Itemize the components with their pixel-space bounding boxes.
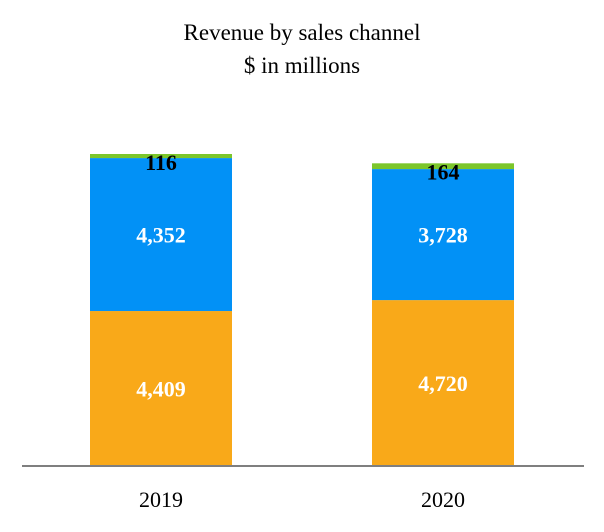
bar-segment-2020-s2 <box>372 169 514 301</box>
data-label-2020-s3: 164 <box>427 159 460 184</box>
data-label-2020-s1: 4,720 <box>418 371 468 396</box>
bar-segment-2019-s1 <box>90 311 232 466</box>
data-labels-group: 4,409 4,352 116 4,720 3,728 164 <box>136 150 468 402</box>
data-label-2019-s2: 4,352 <box>136 223 186 248</box>
chart-title: Revenue by sales channel <box>184 20 421 45</box>
x-tick-labels: 2019 2020 <box>139 487 465 512</box>
data-label-2019-s1: 4,409 <box>136 377 186 402</box>
x-tick-label-2019: 2019 <box>139 487 183 512</box>
bar-segment-2020-s1 <box>372 300 514 466</box>
bars-group <box>90 154 514 466</box>
x-tick-label-2020: 2020 <box>421 487 465 512</box>
chart-subtitle: $ in millions <box>244 53 360 78</box>
data-label-2019-s3: 116 <box>145 150 177 175</box>
bar-segment-2019-s3 <box>90 154 232 159</box>
bar-segment-2019-s2 <box>90 158 232 312</box>
bar-segment-2020-s3 <box>372 163 514 170</box>
data-label-2020-s2: 3,728 <box>418 223 468 248</box>
